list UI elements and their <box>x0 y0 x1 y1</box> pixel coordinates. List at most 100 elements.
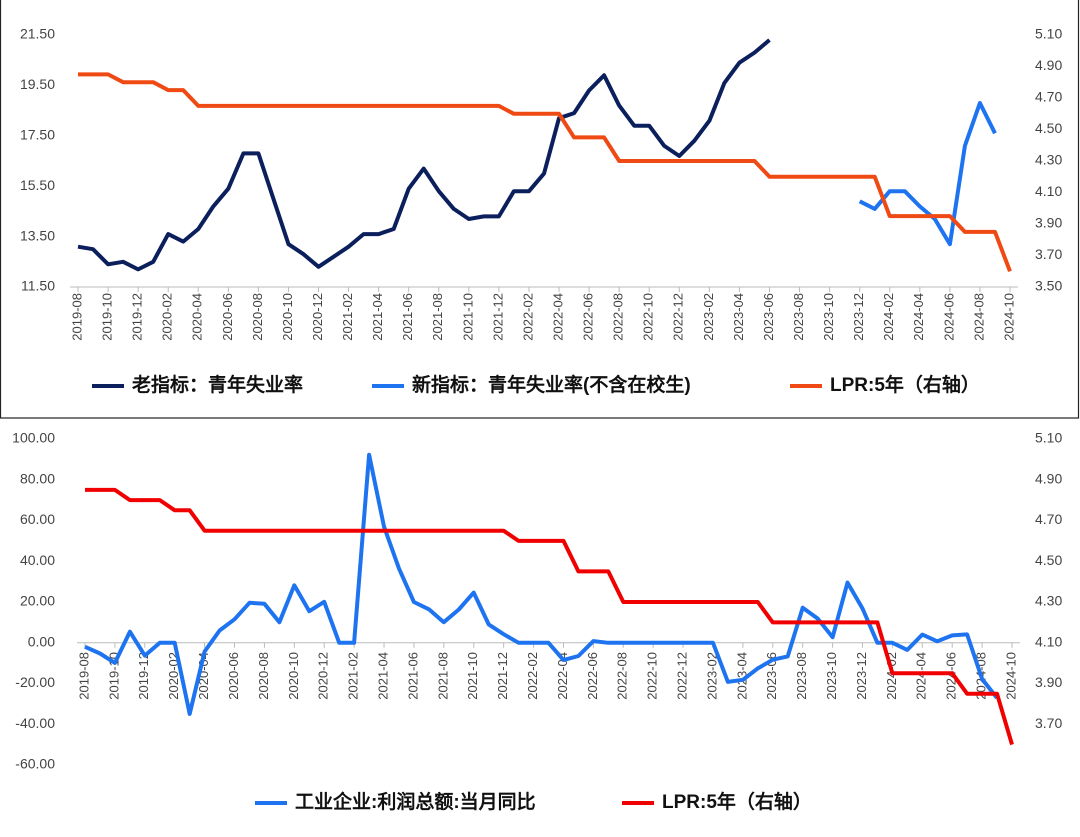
x-tick-label: 2023-12 <box>851 293 866 341</box>
y2-tick-label: 4.70 <box>1035 89 1062 105</box>
series-line <box>77 38 771 272</box>
x-tick-label: 2022-06 <box>581 293 596 341</box>
legend-label: LPR:5年（右轴） <box>830 373 980 396</box>
legend-label: 老指标：青年失业率 <box>132 373 303 396</box>
y-tick-label: 0.00 <box>28 633 55 649</box>
y2-tick-label: 4.10 <box>1035 633 1062 649</box>
x-tick-label: 2023-04 <box>734 652 749 700</box>
x-tick-label: 2019-08 <box>76 652 91 700</box>
y-tick-label: 80.00 <box>20 470 55 486</box>
y2-tick-label: 5.10 <box>1035 430 1062 446</box>
x-tick-label: 2022-10 <box>641 293 656 341</box>
y2-tick-label: 3.70 <box>1035 246 1062 262</box>
x-tick-label: 2022-04 <box>550 293 565 341</box>
y-tick-label: 40.00 <box>20 552 55 568</box>
series-line <box>85 487 1014 746</box>
y2-tick-label: 3.90 <box>1035 215 1062 231</box>
x-tick-label: 2022-12 <box>675 652 690 700</box>
x-tick-label: 2019-10 <box>106 652 121 700</box>
x-tick-label: 2021-04 <box>375 652 390 700</box>
x-tick-label: 2021-06 <box>405 652 420 700</box>
x-tick-label: 2021-10 <box>465 652 480 700</box>
x-tick-label: 2023-04 <box>731 293 746 341</box>
x-tick-label: 2023-08 <box>794 652 809 700</box>
x-tick-label: 2024-10 <box>1001 293 1016 341</box>
x-tick-label: 2023-02 <box>704 652 719 700</box>
y-tick-label: 100.00 <box>12 430 55 446</box>
x-tick-label: 2022-10 <box>645 652 660 700</box>
y-tick-label: -20.00 <box>15 674 55 690</box>
x-tick-label: 2021-12 <box>495 652 510 700</box>
y2-tick-label: 4.30 <box>1035 593 1062 609</box>
y2-tick-label: 4.30 <box>1035 152 1062 168</box>
x-tick-label: 2023-10 <box>821 293 836 341</box>
x-tick-label: 2019-12 <box>136 652 151 700</box>
panel-frame <box>0 0 1080 419</box>
x-tick-label: 2024-06 <box>941 293 956 341</box>
y-tick-label: 17.50 <box>20 127 55 143</box>
y2-tick-label: 4.90 <box>1035 470 1062 486</box>
x-tick-label: 2019-12 <box>130 293 145 341</box>
x-tick-label: 2020-06 <box>220 293 235 341</box>
x-tick-label: 2023-10 <box>824 652 839 700</box>
x-tick-label: 2023-08 <box>791 293 806 341</box>
y-tick-label: 15.50 <box>20 177 55 193</box>
x-tick-label: 2024-08 <box>971 293 986 341</box>
x-tick-label: 2024-10 <box>1003 652 1018 700</box>
x-tick-label: 2022-02 <box>525 652 540 700</box>
x-tick-label: 2021-04 <box>370 293 385 341</box>
x-tick-label: 2020-08 <box>250 293 265 341</box>
x-tick-label: 2021-02 <box>340 293 355 341</box>
x-tick-label: 2022-12 <box>671 293 686 341</box>
legend-label: 工业企业:利润总额:当月同比 <box>295 790 536 813</box>
legend-label: 新指标：青年失业率(不含在校生) <box>412 373 691 396</box>
x-tick-label: 2024-04 <box>911 293 926 341</box>
x-tick-label: 2024-06 <box>944 652 959 700</box>
x-tick-label: 2022-08 <box>611 293 626 341</box>
x-tick-label: 2020-12 <box>316 652 331 700</box>
x-tick-label: 2022-04 <box>555 652 570 700</box>
x-tick-label: 2024-02 <box>881 293 896 341</box>
x-tick-label: 2021-08 <box>430 293 445 341</box>
x-tick-label: 2022-02 <box>520 293 535 341</box>
x-tick-label: 2021-08 <box>435 652 450 700</box>
y-tick-label: -40.00 <box>15 715 55 731</box>
x-tick-label: 2020-12 <box>310 293 325 341</box>
y-tick-label: 60.00 <box>20 511 55 527</box>
x-tick-label: 2022-06 <box>585 652 600 700</box>
x-tick-label: 2020-02 <box>160 293 175 341</box>
x-tick-label: 2024-04 <box>914 652 929 700</box>
y2-tick-label: 4.90 <box>1035 57 1062 73</box>
x-tick-label: 2020-08 <box>256 652 271 700</box>
x-tick-label: 2024-02 <box>884 652 899 700</box>
x-tick-label: 2020-10 <box>280 293 295 341</box>
y-tick-label: 19.50 <box>20 76 55 92</box>
x-tick-label: 2021-12 <box>490 293 505 341</box>
y2-tick-label: 4.70 <box>1035 511 1062 527</box>
x-tick-label: 2023-06 <box>761 293 776 341</box>
y2-tick-label: 4.10 <box>1035 183 1062 199</box>
y-tick-label: 13.50 <box>20 227 55 243</box>
x-tick-label: 2023-12 <box>854 652 869 700</box>
y2-tick-label: 3.70 <box>1035 715 1062 731</box>
y2-tick-label: 5.10 <box>1035 26 1062 42</box>
y-tick-label: -60.00 <box>15 756 55 772</box>
y2-tick-label: 4.50 <box>1035 120 1062 136</box>
x-tick-label: 2021-10 <box>460 293 475 341</box>
x-tick-label: 2021-02 <box>346 652 361 700</box>
x-tick-label: 2020-10 <box>286 652 301 700</box>
y-tick-label: 11.50 <box>21 278 55 294</box>
y-tick-label: 20.00 <box>20 593 55 609</box>
y2-tick-label: 4.50 <box>1035 552 1062 568</box>
x-tick-label: 2020-06 <box>226 652 241 700</box>
x-tick-label: 2021-06 <box>400 293 415 341</box>
x-tick-label: 2022-08 <box>615 652 630 700</box>
legend-label: LPR:5年（右轴） <box>662 790 812 813</box>
series-line <box>78 72 1012 273</box>
y2-tick-label: 3.50 <box>1035 278 1062 294</box>
x-tick-label: 2020-04 <box>190 293 205 341</box>
x-tick-label: 2019-08 <box>69 293 84 341</box>
y-tick-label: 21.50 <box>20 26 55 42</box>
y2-tick-label: 3.90 <box>1035 674 1062 690</box>
